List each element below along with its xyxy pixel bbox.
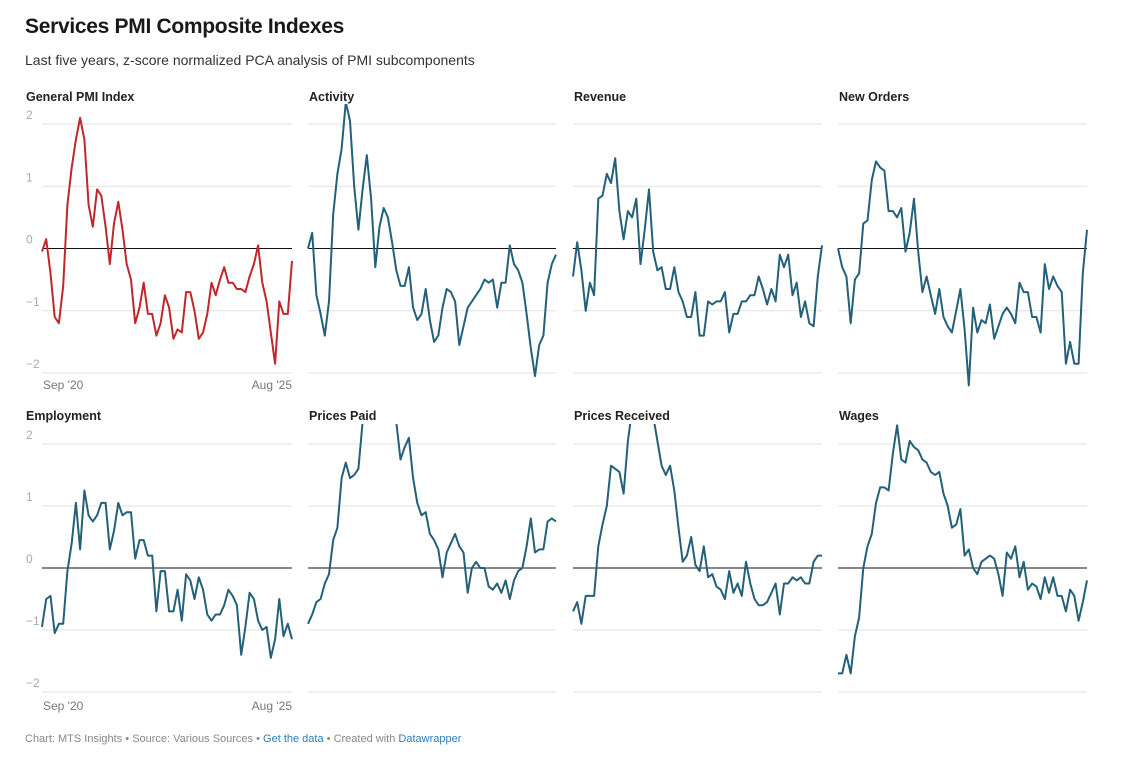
series-line-prices-received [572, 424, 822, 625]
series-line-employment [41, 489, 293, 659]
x-tick-label: Sep '20 [43, 699, 84, 713]
panel-title: Prices Received [574, 409, 670, 423]
footer-separator: • [326, 733, 331, 745]
panel-title: Activity [309, 90, 354, 104]
source-text: Source: Various Sources [132, 733, 254, 745]
panel-title: New Orders [839, 90, 909, 104]
page-title: Services PMI Composite Indexes [25, 15, 344, 38]
x-tick-label: Aug '25 [252, 378, 293, 392]
series-line-activity [307, 104, 557, 378]
y-tick-label: −1 [26, 295, 40, 309]
panel-title: Prices Paid [309, 409, 376, 423]
x-tick-label: Sep '20 [43, 378, 84, 392]
panel-title: Revenue [574, 90, 626, 104]
series-line-general-pmi-index [41, 116, 293, 365]
datawrapper-link[interactable]: Datawrapper [398, 733, 462, 745]
page-subtitle: Last five years, z-score normalized PCA … [25, 52, 475, 68]
y-tick-label: 0 [26, 552, 33, 566]
y-tick-label: −1 [26, 614, 40, 628]
y-tick-label: −2 [26, 357, 40, 371]
created-with-text: Created with [333, 733, 396, 745]
footer-separator: • [256, 733, 260, 745]
y-tick-label: 1 [26, 490, 33, 504]
panel-title: Wages [839, 409, 879, 423]
panel-title: Employment [26, 409, 102, 423]
series-line-prices-paid [307, 424, 557, 625]
series-line-new-orders [837, 160, 1088, 387]
y-tick-label: −2 [26, 676, 40, 690]
y-tick-label: 2 [26, 428, 33, 442]
x-tick-label: Aug '25 [252, 699, 293, 713]
y-tick-label: 0 [26, 233, 33, 247]
panel-title: General PMI Index [26, 90, 134, 104]
y-tick-label: 1 [26, 170, 33, 184]
footer-separator: • [125, 733, 130, 745]
y-tick-label: 2 [26, 108, 33, 122]
footer: Chart: MTS Insights • Source: Various So… [25, 733, 461, 745]
get-the-data-link[interactable]: Get the data [263, 733, 324, 745]
series-line-revenue [572, 157, 823, 337]
series-line-wages [838, 424, 1088, 675]
chart-credit: Chart: MTS Insights [25, 733, 123, 745]
